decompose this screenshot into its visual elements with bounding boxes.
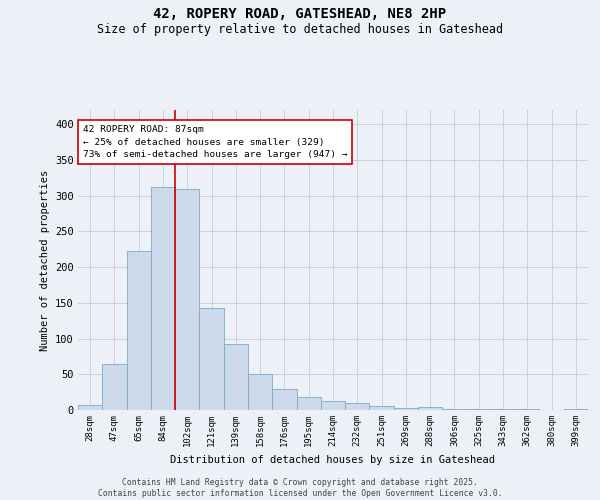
- Bar: [418, 407, 442, 410]
- Bar: [248, 374, 272, 410]
- Bar: [321, 400, 345, 410]
- Bar: [199, 308, 224, 410]
- Bar: [224, 344, 248, 410]
- Bar: [175, 188, 199, 410]
- Bar: [151, 187, 175, 410]
- Text: Size of property relative to detached houses in Gateshead: Size of property relative to detached ho…: [97, 22, 503, 36]
- Bar: [370, 406, 394, 410]
- Text: 42 ROPERY ROAD: 87sqm
← 25% of detached houses are smaller (329)
73% of semi-det: 42 ROPERY ROAD: 87sqm ← 25% of detached …: [83, 125, 347, 159]
- Bar: [394, 408, 418, 410]
- Bar: [127, 252, 151, 410]
- Text: Contains HM Land Registry data © Crown copyright and database right 2025.
Contai: Contains HM Land Registry data © Crown c…: [98, 478, 502, 498]
- Bar: [102, 364, 127, 410]
- Bar: [272, 388, 296, 410]
- Bar: [345, 403, 370, 410]
- Bar: [296, 397, 321, 410]
- Y-axis label: Number of detached properties: Number of detached properties: [40, 170, 50, 350]
- Bar: [78, 405, 102, 410]
- Text: 42, ROPERY ROAD, GATESHEAD, NE8 2HP: 42, ROPERY ROAD, GATESHEAD, NE8 2HP: [154, 8, 446, 22]
- X-axis label: Distribution of detached houses by size in Gateshead: Distribution of detached houses by size …: [170, 455, 496, 465]
- Bar: [442, 408, 467, 410]
